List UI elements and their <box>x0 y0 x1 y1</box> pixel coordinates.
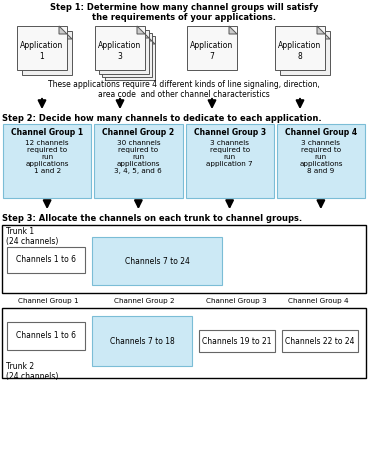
Text: Step 3: Allocate the channels on each trunk to channel groups.: Step 3: Allocate the channels on each tr… <box>2 214 302 223</box>
Text: Channel Group 4: Channel Group 4 <box>285 128 357 137</box>
Text: 30 channels
required to
run
applications
3, 4, 5, and 6: 30 channels required to run applications… <box>114 140 162 174</box>
Text: Channels 19 to 21: Channels 19 to 21 <box>202 337 272 346</box>
Text: Channel Group 3: Channel Group 3 <box>194 128 266 137</box>
Text: Channels 7 to 24: Channels 7 to 24 <box>124 257 190 266</box>
Bar <box>92 237 222 285</box>
Text: Application
1: Application 1 <box>20 41 64 61</box>
Bar <box>187 26 237 70</box>
Text: Step 1: Determine how many channel groups will satisfy
the requirements of your : Step 1: Determine how many channel group… <box>50 3 318 22</box>
Polygon shape <box>317 26 325 34</box>
Text: 3 channels
required to
run
application 7: 3 channels required to run application 7 <box>206 140 253 167</box>
Polygon shape <box>59 26 67 34</box>
Text: Channel Group 3: Channel Group 3 <box>206 298 266 304</box>
Bar <box>275 26 325 70</box>
Polygon shape <box>64 31 72 39</box>
Text: Channels 7 to 18: Channels 7 to 18 <box>110 337 174 346</box>
Polygon shape <box>229 26 237 34</box>
Text: Trunk 2
(24 channels): Trunk 2 (24 channels) <box>6 362 59 381</box>
Bar <box>199 330 275 352</box>
Text: Trunk 1
(24 channels): Trunk 1 (24 channels) <box>6 227 59 247</box>
Text: Channels 22 to 24: Channels 22 to 24 <box>285 337 355 346</box>
Text: 3 channels
required to
run
applications
8 and 9: 3 channels required to run applications … <box>299 140 343 174</box>
Text: Channels 1 to 6: Channels 1 to 6 <box>16 256 76 265</box>
Text: Channel Group 1: Channel Group 1 <box>18 298 78 304</box>
Bar <box>99 30 149 74</box>
Polygon shape <box>322 31 330 39</box>
Polygon shape <box>147 36 155 44</box>
Bar <box>282 330 358 352</box>
Bar <box>105 36 155 80</box>
Text: Channels 1 to 6: Channels 1 to 6 <box>16 331 76 340</box>
Bar <box>17 26 67 70</box>
Bar <box>92 316 192 366</box>
Bar <box>7 322 85 350</box>
Bar <box>185 124 274 198</box>
Polygon shape <box>137 26 145 34</box>
Text: Channel Group 4: Channel Group 4 <box>288 298 348 304</box>
Text: Channel Group 1: Channel Group 1 <box>11 128 83 137</box>
Text: 12 channels
required to
run
applications
1 and 2: 12 channels required to run applications… <box>25 140 69 174</box>
Bar <box>277 124 365 198</box>
Polygon shape <box>141 30 149 38</box>
Text: Channel Group 2: Channel Group 2 <box>102 128 174 137</box>
Bar <box>2 225 366 293</box>
Bar <box>2 308 366 378</box>
Text: These applications require 4 different kinds of line signaling, direction,
area : These applications require 4 different k… <box>48 80 320 99</box>
Text: Channel Group 2: Channel Group 2 <box>114 298 174 304</box>
Bar <box>7 247 85 273</box>
Text: Application
7: Application 7 <box>190 41 234 61</box>
Bar <box>102 33 152 77</box>
Polygon shape <box>144 33 152 41</box>
Text: Application
3: Application 3 <box>98 41 142 61</box>
Bar <box>280 31 330 75</box>
Text: Step 2: Decide how many channels to dedicate to each application.: Step 2: Decide how many channels to dedi… <box>2 114 322 123</box>
Bar <box>94 124 183 198</box>
Text: Application
8: Application 8 <box>278 41 322 61</box>
Bar <box>22 31 72 75</box>
Bar <box>3 124 91 198</box>
Bar <box>95 26 145 70</box>
